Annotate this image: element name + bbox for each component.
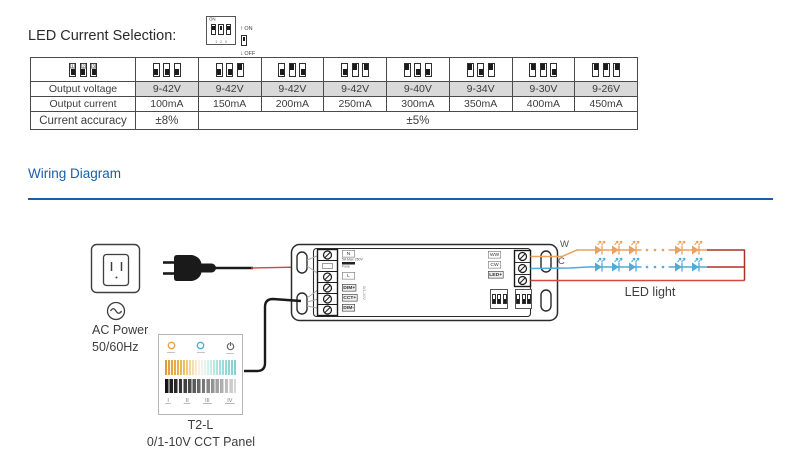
current-cell: 300mA <box>386 96 450 112</box>
mount-hole <box>540 250 552 273</box>
power-icon <box>225 341 235 354</box>
panel-name: T2-L <box>187 418 214 432</box>
cool-wire-label: C <box>558 256 565 267</box>
terminal-label-dim-minus: DIM- <box>342 304 356 312</box>
mount-hole <box>540 289 552 312</box>
scene-1: I <box>165 397 171 404</box>
screw-terminals <box>517 251 528 286</box>
current-cell: 400mA <box>511 96 576 112</box>
table-row-current: Output current 100mA 150mA 200mA 250mA 3… <box>30 96 638 112</box>
voltage-cell: 9-40V <box>386 81 450 97</box>
fuse-icon: 5A Max 250V Fuse <box>342 258 363 269</box>
terminal-label-n: N <box>342 250 356 258</box>
scene-buttons: I II III IV <box>164 397 237 407</box>
device-dip-block <box>515 289 532 309</box>
dip-pattern-cell <box>574 57 638 82</box>
cct-panel: I II III IV <box>158 334 243 415</box>
warm-color-icon <box>166 341 176 354</box>
section-title: Wiring Diagram <box>28 166 122 181</box>
row-label: Output voltage <box>30 81 136 97</box>
section-divider <box>28 198 773 200</box>
dip-pattern-cell <box>260 57 325 82</box>
mount-hole <box>296 251 308 274</box>
brightness-slider <box>165 379 236 393</box>
current-cell: 150mA <box>197 96 262 112</box>
dip-pattern-cell <box>323 57 387 82</box>
voltage-cell: 9-26V <box>574 81 638 97</box>
terminal-label-ww: WW <box>488 251 502 259</box>
current-cell: 350mA <box>448 96 513 112</box>
output-terminal-block <box>513 249 532 288</box>
current-cell: 250mA <box>323 96 387 112</box>
legend-switch <box>241 32 247 50</box>
voltage-cell: 9-42V <box>323 81 387 97</box>
arrow-down-icon: ↓ <box>240 49 244 57</box>
ac-power-label: AC Power <box>92 323 149 337</box>
mount-hole <box>296 292 308 315</box>
voltage-cell: 9-34V <box>448 81 513 97</box>
panel-type: 0/1-10V CCT Panel <box>146 435 256 449</box>
current-cell: 200mA <box>260 96 325 112</box>
ac-outlet-icon <box>90 243 141 294</box>
cct-gradient-slider <box>165 360 236 375</box>
accuracy-cell: ±8% <box>135 111 199 130</box>
legend-on-label: ON <box>244 24 253 32</box>
live-wire <box>250 266 329 278</box>
ac-sine-icon <box>106 301 126 321</box>
terminal-label-cct: CCT+ <box>342 294 358 302</box>
dip-pattern-cell <box>448 57 513 82</box>
led-driver-device <box>290 243 559 322</box>
row-label: Current accuracy <box>30 111 136 130</box>
current-cell: 450mA <box>574 96 638 112</box>
dip-pattern-cell <box>386 57 450 82</box>
terminal-label-l: L <box>342 272 356 280</box>
accuracy-merged-cell: ±5% <box>197 111 639 130</box>
table-row-voltage: Output voltage 9-42V 9-42V 9-42V 9-42V 9… <box>30 81 638 97</box>
ac-frequency-label: 50/60Hz <box>92 340 139 354</box>
scene-4: IV <box>225 397 235 404</box>
screw-terminals <box>322 250 333 315</box>
dim-signal-cable <box>244 297 302 373</box>
led-return-wires <box>707 249 746 281</box>
dip-pattern-cell <box>197 57 262 82</box>
input-terminal-block <box>316 248 339 317</box>
legend-off-label: OFF <box>244 49 256 57</box>
warm-wire-label: W <box>560 239 569 250</box>
voltage-cell: 9-42V <box>260 81 325 97</box>
scene-2: II <box>183 397 191 404</box>
table-row-accuracy: Current accuracy ±8% ±5% <box>30 111 639 130</box>
voltage-cell: 9-42V <box>135 81 199 97</box>
dip-switches <box>207 24 235 35</box>
arrow-up-icon: ↑ <box>240 24 244 32</box>
terminal-label-cw: CW <box>488 261 502 269</box>
dip-on-label: ON <box>209 16 216 22</box>
current-cell: 100mA <box>135 96 199 112</box>
dip-pattern-cell <box>135 57 199 82</box>
dip-numbers: 1 2 3 <box>215 39 227 44</box>
plug-icon <box>163 255 253 281</box>
scene-3: III <box>203 397 213 404</box>
device-dip-block <box>490 289 508 309</box>
dip-pattern-cell <box>511 57 576 82</box>
page-title: LED Current Selection: <box>28 28 177 44</box>
cool-color-icon <box>196 341 206 354</box>
terminal-label-led-plus: LED+ <box>488 271 504 279</box>
led-strips <box>588 240 707 273</box>
led-light-label: LED light <box>624 285 676 299</box>
dip-switch-icon: ON 1 2 3 <box>206 16 236 45</box>
terminal-label-dim-plus: DIM+ <box>342 284 357 292</box>
voltage-cell: 9-42V <box>197 81 262 97</box>
voltage-cell: 9-30V <box>511 81 576 97</box>
lead-fan-lines <box>306 253 323 310</box>
cool-wire <box>530 266 589 270</box>
signal-note-label: 0/1-10V <box>362 286 367 301</box>
row-label: Output current <box>30 96 136 112</box>
